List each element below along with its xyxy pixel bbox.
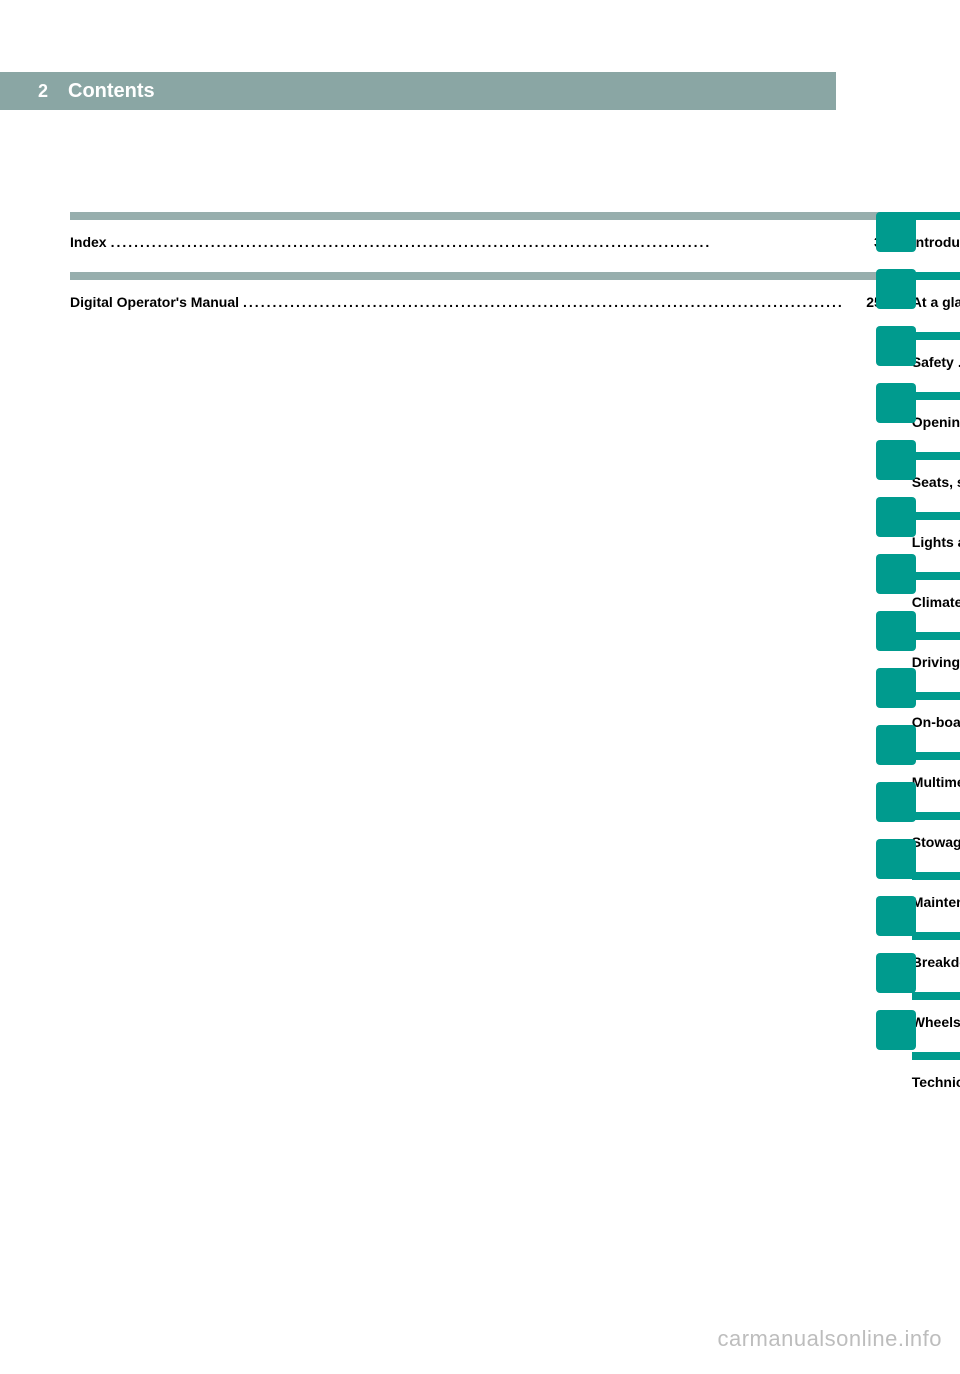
toc-entry-label: Driving and parking [912,654,960,670]
toc-entry[interactable]: Stowage and features 308 [912,834,960,850]
page-title-box: Contents [54,72,836,110]
watermark-text: carmanualsonline.info [717,1326,942,1352]
toc-entry[interactable]: Safety 44 [912,354,960,370]
divider-teal [912,272,960,280]
toc-entry[interactable]: Opening and closing 81 [912,414,960,430]
toc-entry-label: Lights and windshield wipers [912,534,960,550]
toc-entry[interactable]: Maintenance and care 330 [912,894,960,910]
toc-entry[interactable]: At a glance 35 [912,294,960,310]
header-bar: 2 Contents [0,72,960,110]
divider-teal [912,212,960,220]
side-tab[interactable] [876,896,916,936]
side-tab[interactable] [876,725,916,765]
toc-entry-label: Introduction [912,234,960,250]
page-number-box: 2 [0,72,54,110]
side-tab[interactable] [876,953,916,993]
side-tab[interactable] [876,668,916,708]
toc-entry[interactable]: Breakdown assistance 342 [912,954,960,970]
toc-entry-label: Opening and closing [912,414,960,430]
toc-entry-label: Multimedia system [912,774,960,790]
divider-teal [912,812,960,820]
divider-teal [912,992,960,1000]
toc-entry[interactable]: Introduction 27 [912,234,960,250]
page-title: Contents [68,80,155,103]
toc-entry-label: Technical data [912,1074,960,1090]
toc-entry-label: Climate control [912,594,960,610]
side-tab[interactable] [876,611,916,651]
divider-teal [912,512,960,520]
toc-entry[interactable]: Technical data 386 [912,1074,960,1090]
divider-teal [912,632,960,640]
toc-entry-label: Stowage and features [912,834,960,850]
toc-entry-label: Wheels and tires [912,1014,960,1030]
toc-leader-dots [107,234,848,250]
toc-leader-dots [954,354,960,370]
toc-entry[interactable]: Digital Operator's Manual 25 [70,294,882,310]
toc-entry-label: Index [70,234,107,250]
toc-entry[interactable]: Wheels and tires 360 [912,1014,960,1030]
side-tab[interactable] [876,839,916,879]
toc-content: Index 3Digital Operator's Manual 25 Intr… [70,212,830,1112]
toc-entry[interactable]: Driving and parking 145 [912,654,960,670]
divider-teal [912,332,960,340]
side-tab[interactable] [876,497,916,537]
side-tab-strip [876,212,916,1050]
divider-teal [912,1052,960,1060]
toc-entry[interactable]: Climate control 129 [912,594,960,610]
divider-teal [912,692,960,700]
toc-entry-label: Safety [912,354,954,370]
toc-entry[interactable]: Index 3 [70,234,882,250]
toc-entry[interactable]: Lights and windshield wipers 118 [912,534,960,550]
toc-entry[interactable]: Seats, steering wheel and mirrors 104 [912,474,960,490]
side-tab[interactable] [876,212,916,252]
divider-gray [70,272,882,280]
toc-entry-label: Digital Operator's Manual [70,294,239,310]
side-tab[interactable] [876,383,916,423]
toc-entry-label: Seats, steering wheel and mirrors [912,474,960,490]
divider-teal [912,752,960,760]
side-tab[interactable] [876,782,916,822]
divider-teal [912,872,960,880]
divider-gray [70,212,882,220]
page-container: 2 Contents Index 3Digital Operator's Man… [0,72,960,1374]
side-tab[interactable] [876,269,916,309]
toc-entry[interactable]: On-board computer and displays 235 [912,714,960,730]
side-tab[interactable] [876,1010,916,1050]
toc-entry-label: At a glance [912,294,960,310]
side-tab[interactable] [876,440,916,480]
toc-leader-dots [239,294,848,310]
toc-entry[interactable]: Multimedia system 298 [912,774,960,790]
toc-entry-label: On-board computer and displays [912,714,960,730]
page-number: 2 [38,81,48,102]
divider-teal [912,932,960,940]
side-tab[interactable] [876,554,916,594]
divider-teal [912,392,960,400]
toc-left-column: Index 3 Digital Operator's Manual 25 [70,212,882,1112]
toc-entry-label: Breakdown assistance [912,954,960,970]
side-tab[interactable] [876,326,916,366]
divider-teal [912,452,960,460]
toc-right-column: Introduction 27 At a glance 35 Safety 44 Op… [912,212,960,1112]
header-spacer [836,72,960,110]
toc-entry-label: Maintenance and care [912,894,960,910]
divider-teal [912,572,960,580]
